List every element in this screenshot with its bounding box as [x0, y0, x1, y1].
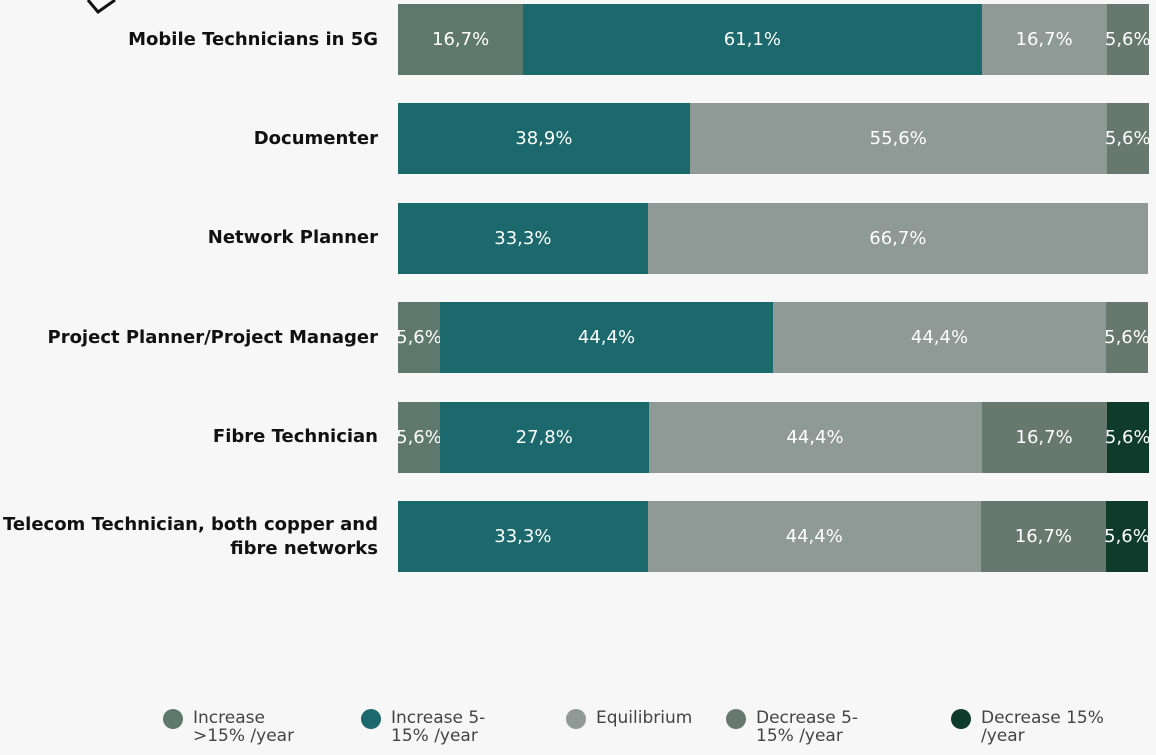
- legend-swatch: [726, 709, 746, 729]
- legend-item: Decrease 5-15% /year: [726, 709, 884, 745]
- bar-segment: [440, 401, 649, 473]
- bar-segment: [1106, 401, 1149, 473]
- arrow-decoration: [86, 0, 116, 15]
- value-label: 55,6%: [869, 128, 927, 150]
- legend-label: Decrease 15% /year: [981, 708, 1104, 746]
- bar-segment: [1106, 302, 1148, 374]
- value-label: 16,7%: [1014, 526, 1072, 547]
- value-label: 5,6%: [396, 327, 442, 349]
- bar-segment: [398, 103, 690, 175]
- bar-segment: [398, 4, 524, 75]
- value-label: 27,8%: [515, 426, 573, 448]
- bar-segment: [440, 302, 773, 374]
- legend-item: Decrease 15% /year: [951, 709, 1109, 745]
- legend-swatch: [163, 709, 183, 729]
- legend-swatch: [951, 709, 971, 729]
- bar-segment: [647, 202, 1148, 274]
- legend-item: Increase 5-15% /year: [361, 709, 519, 745]
- value-label: 61,1%: [723, 29, 781, 50]
- bar-segment: [773, 302, 1106, 374]
- value-label: 5,6%: [396, 426, 442, 448]
- bar-segment: [1106, 4, 1149, 75]
- bar-segment: [1106, 103, 1149, 175]
- bar-segment: [647, 501, 981, 572]
- bar-segment: [398, 302, 440, 374]
- bar-segment: [980, 501, 1106, 572]
- value-label: 5,6%: [1104, 327, 1150, 349]
- bar-segment: [398, 501, 648, 572]
- bar-segment: [398, 202, 648, 274]
- bar-segment: [689, 103, 1107, 175]
- value-label: 33,3%: [494, 227, 552, 249]
- legend-label: Equilibrium: [596, 708, 693, 728]
- category-label: Mobile Technicians in 5G: [128, 28, 378, 50]
- value-label: 44,4%: [786, 426, 844, 448]
- legend-label: Increase 5-15% /year: [391, 708, 486, 746]
- value-label: 66,7%: [869, 227, 927, 249]
- value-label: 38,9%: [515, 128, 573, 150]
- bar-segment: [1106, 501, 1148, 572]
- value-label: 5,6%: [1104, 128, 1151, 150]
- legend-swatch: [566, 709, 586, 729]
- bar-segment: [981, 4, 1107, 75]
- category-label: Documenter: [253, 127, 378, 149]
- value-label: 44,4%: [910, 327, 969, 349]
- value-label: 16,7%: [1015, 426, 1073, 448]
- category-label: Network Planner: [207, 227, 378, 249]
- legend-label: Increase >15% /year: [193, 708, 295, 746]
- category-label: Telecom Technician, both copper and fibr…: [3, 513, 378, 559]
- bar-segment: [523, 4, 982, 75]
- bar-segment: [648, 401, 982, 473]
- value-label: 33,3%: [494, 526, 552, 547]
- value-label: 5,6%: [1104, 29, 1151, 50]
- value-label: 16,7%: [1015, 29, 1073, 50]
- legend-item: Increase >15% /year: [163, 709, 321, 745]
- value-label: 44,4%: [785, 526, 843, 547]
- value-label: 5,6%: [1104, 426, 1151, 448]
- value-label: 44,4%: [577, 327, 636, 349]
- category-label: Fibre Technician: [212, 426, 378, 448]
- legend-label: Decrease 5-15% /year: [756, 708, 859, 746]
- legend-item: Equilibrium: [566, 709, 736, 729]
- category-label: Project Planner/Project Manager: [47, 326, 379, 348]
- value-label: 5,6%: [1104, 526, 1150, 547]
- bar-segment: [398, 401, 440, 473]
- value-label: 16,7%: [432, 29, 490, 50]
- legend-swatch: [361, 709, 381, 729]
- bar-segment: [981, 401, 1107, 473]
